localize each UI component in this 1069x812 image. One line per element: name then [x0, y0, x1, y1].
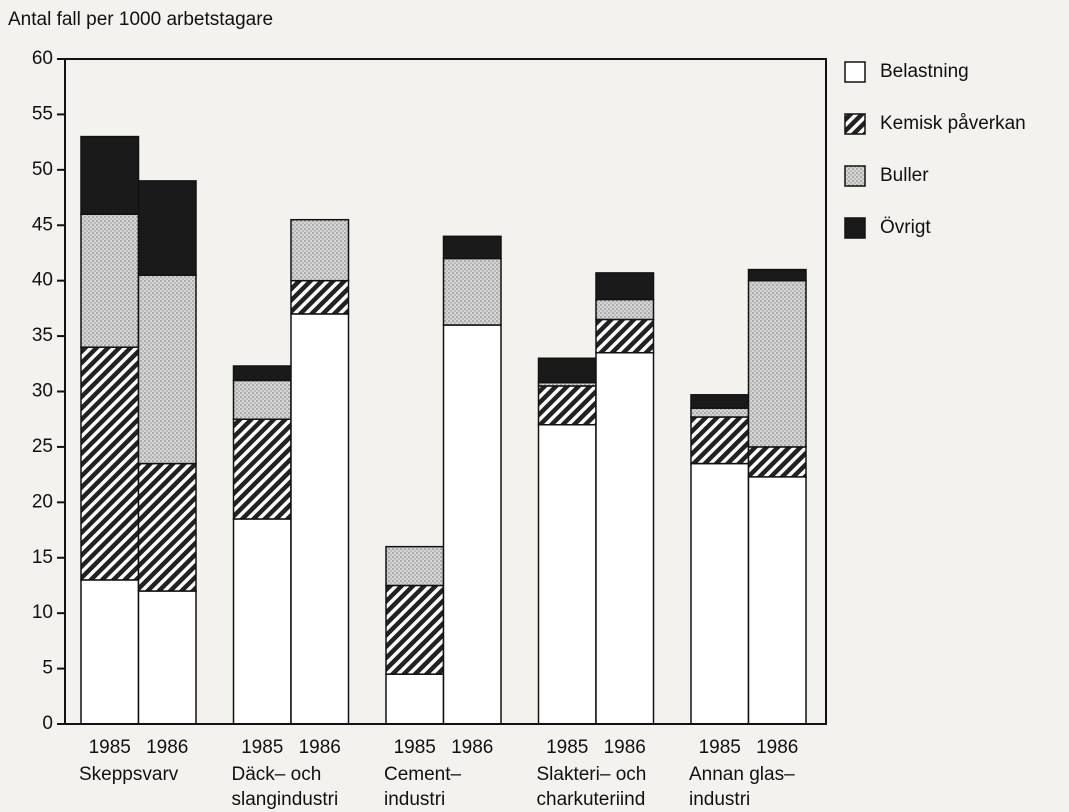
y-tick-label: 55 — [32, 103, 53, 124]
x-tick-label: 1985 — [89, 737, 131, 758]
bar-segment — [537, 385, 597, 426]
bar-segment — [137, 180, 197, 276]
bar-segment — [747, 268, 807, 282]
y-tick-label: 30 — [32, 381, 53, 402]
group-label: slangindustri — [232, 789, 339, 810]
bar-segment — [747, 476, 807, 725]
x-tick-label: 1986 — [604, 737, 646, 758]
bar-segment — [385, 584, 445, 675]
bar-segment — [290, 218, 350, 282]
x-tick-label: 1985 — [546, 737, 588, 758]
legend-swatch — [844, 61, 866, 83]
y-tick-label: 10 — [32, 602, 53, 623]
bar-segment — [232, 379, 292, 420]
bar-segment — [80, 213, 140, 348]
bar-segment — [537, 424, 597, 725]
bar-segment — [80, 579, 140, 725]
bar-segment — [290, 279, 350, 315]
bar-segment — [595, 298, 655, 321]
bar-segment — [690, 407, 750, 418]
bar-segment — [385, 545, 445, 587]
legend-label: Buller — [880, 165, 929, 186]
y-axis-label: Antal fall per 1000 arbetstagare — [8, 9, 273, 30]
bar-segment — [137, 462, 197, 592]
y-tick-label: 35 — [32, 325, 53, 346]
legend-label: Kemisk påverkan — [880, 113, 1026, 134]
group-label: Däck– och — [232, 764, 322, 785]
bar-segment — [690, 416, 750, 465]
bar-segment — [537, 357, 597, 384]
legend-label: Övrigt — [880, 217, 931, 238]
bar-segment — [595, 351, 655, 725]
x-tick-label: 1986 — [451, 737, 493, 758]
bar-segment — [232, 418, 292, 520]
x-tick-label: 1985 — [394, 737, 436, 758]
group-label: Skeppsvarv — [79, 764, 179, 785]
bar-segment — [290, 313, 350, 725]
group-label: industri — [384, 789, 445, 810]
group-label: Cement– — [384, 764, 462, 785]
bar-segment — [747, 446, 807, 478]
plot-frame — [64, 58, 827, 725]
bar-segment — [442, 235, 502, 260]
y-tick-label: 50 — [32, 159, 53, 180]
group-label: industri — [689, 789, 750, 810]
legend-swatch — [844, 165, 866, 187]
legend-swatch — [844, 217, 866, 239]
legend-swatch — [844, 113, 866, 135]
bar-segment — [80, 346, 140, 581]
bar-segment — [137, 590, 197, 725]
y-tick-label: 5 — [42, 658, 53, 679]
bar-segment — [595, 318, 655, 354]
bar-segment — [747, 279, 807, 448]
group-label: charkuteriind — [537, 789, 646, 810]
x-tick-label: 1985 — [699, 737, 741, 758]
y-tick-label: 40 — [32, 270, 53, 291]
bar-segment — [137, 274, 197, 465]
bar-segment — [232, 518, 292, 725]
bar-segment — [385, 673, 445, 725]
bar-segment — [690, 462, 750, 725]
y-tick-label: 45 — [32, 214, 53, 235]
group-label: Slakteri– och — [537, 764, 647, 785]
y-tick-label: 0 — [42, 713, 53, 734]
x-tick-label: 1986 — [756, 737, 798, 758]
bar-segment — [595, 272, 655, 301]
bar-segment — [232, 365, 292, 382]
y-tick-label: 60 — [32, 48, 53, 69]
x-tick-label: 1985 — [241, 737, 283, 758]
bar-segment — [442, 257, 502, 326]
bar-segment — [442, 324, 502, 725]
x-tick-label: 1986 — [146, 737, 188, 758]
x-tick-label: 1986 — [299, 737, 341, 758]
y-tick-label: 15 — [32, 547, 53, 568]
y-tick-label: 20 — [32, 491, 53, 512]
bar-segment — [690, 394, 750, 409]
y-tick-label: 25 — [32, 436, 53, 457]
group-label: Annan glas– — [689, 764, 795, 785]
legend-label: Belastning — [880, 61, 969, 82]
bar-segment — [80, 135, 140, 215]
